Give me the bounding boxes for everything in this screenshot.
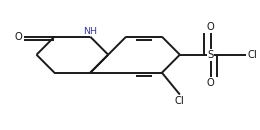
Text: Cl: Cl <box>248 50 257 60</box>
Text: NH: NH <box>83 27 97 36</box>
Text: O: O <box>15 32 22 42</box>
Text: O: O <box>207 22 214 32</box>
Text: Cl: Cl <box>175 96 185 106</box>
Text: O: O <box>207 78 214 88</box>
Text: S: S <box>207 50 214 60</box>
